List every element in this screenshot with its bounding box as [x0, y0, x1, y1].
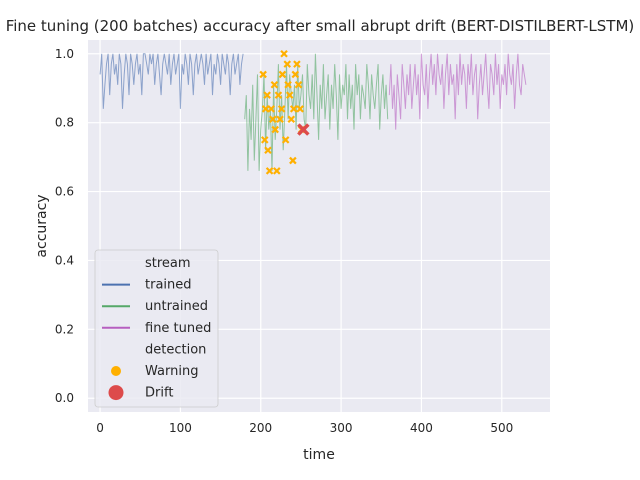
legend-box: [94, 249, 219, 408]
warning-marker: [293, 60, 301, 68]
warning-marker: [270, 80, 279, 89]
warning-marker: [283, 60, 292, 68]
y-tick-label: 0.8: [55, 116, 74, 130]
warning-marker: [269, 115, 277, 124]
chart-title: Fine tuning (200 batches) accuracy after…: [6, 17, 635, 35]
x-tick-label: 200: [249, 421, 272, 435]
drift-marker: [297, 123, 310, 136]
legend-label-Drift: Drift: [145, 386, 173, 401]
warning-marker: [281, 136, 290, 144]
legend-label-untrained: untrained: [145, 299, 208, 314]
warning-marker: [276, 115, 284, 124]
warning-marker: [273, 167, 281, 175]
warning-marker: [267, 105, 275, 113]
warning-marker: [294, 80, 303, 89]
x-axis-label: time: [303, 447, 335, 463]
warning-marker: [277, 105, 286, 113]
legend: stream trained untrained fine tuned detectio…: [94, 249, 219, 408]
y-tick-label: 0.0: [55, 391, 74, 405]
x-tick-label: 500: [490, 421, 513, 435]
series-line-trained: [99, 53, 244, 109]
legend-title-stream: stream: [145, 256, 191, 271]
warning-marker: [284, 80, 292, 89]
warning-marker: [289, 156, 297, 165]
warning-marker: [285, 91, 294, 99]
warning-marker: [280, 49, 288, 58]
legend-label-fine-tuned: fine tuned: [145, 321, 211, 336]
y-axis-ticks: 0.0 0.2 0.4 0.6 0.8 1.0: [55, 47, 74, 405]
warning-marker: [278, 70, 287, 79]
warning-marker: [265, 167, 274, 175]
legend-swatch-Warning: [111, 366, 121, 376]
warning-marker: [296, 105, 304, 113]
y-axis-label: accuracy: [34, 194, 50, 257]
y-tick-label: 1.0: [55, 47, 74, 61]
x-tick-label: 0: [96, 421, 104, 435]
warning-marker: [271, 125, 279, 134]
series-layer: [99, 53, 527, 171]
x-tick-label: 300: [330, 421, 353, 435]
x-tick-label: 400: [410, 421, 433, 435]
y-tick-label: 0.2: [55, 322, 74, 336]
detection-markers: [259, 49, 310, 175]
warning-marker: [291, 70, 300, 79]
warning-marker: [261, 105, 270, 113]
warning-marker: [289, 105, 298, 113]
legend-swatch-Drift: [108, 385, 124, 401]
legend-label-Warning: Warning: [145, 364, 198, 379]
series-line-untrained: [244, 53, 389, 171]
legend-label-trained: trained: [145, 278, 192, 293]
warning-marker: [263, 91, 271, 99]
warning-marker: [287, 115, 296, 124]
series-line-fine-tuned: [388, 53, 527, 130]
warning-marker: [264, 146, 272, 155]
warning-marker: [259, 70, 267, 79]
x-tick-label: 100: [169, 421, 192, 435]
warning-marker: [274, 91, 283, 99]
warning-marker: [260, 136, 269, 144]
x-axis-ticks: 0 100 200 300 400 500: [96, 421, 513, 435]
y-tick-label: 0.6: [55, 185, 74, 199]
y-tick-label: 0.4: [55, 253, 74, 267]
legend-title-detection: detection: [145, 342, 206, 357]
